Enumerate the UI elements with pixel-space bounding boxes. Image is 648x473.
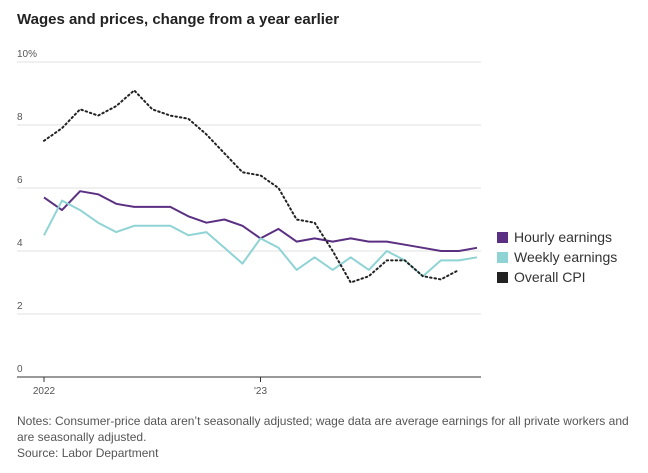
series-line-overall-cpi bbox=[43, 89, 460, 284]
x-tick-label-0: 2022 bbox=[33, 386, 56, 397]
y-tick-label-2: 4 bbox=[17, 238, 23, 249]
legend-item-hourly: Hourly earnings bbox=[497, 227, 617, 247]
y-tick-label-5: 10% bbox=[17, 49, 37, 60]
y-tick-label-0: 0 bbox=[17, 364, 23, 375]
notes-text: Notes: Consumer-price data aren’t season… bbox=[17, 414, 629, 444]
legend-label-hourly: Hourly earnings bbox=[514, 229, 613, 245]
legend-item-cpi: Overall CPI bbox=[497, 267, 617, 287]
legend: Hourly earnings Weekly earnings Overall … bbox=[497, 227, 617, 287]
y-tick-label-3: 6 bbox=[17, 175, 23, 186]
chart-notes: Notes: Consumer-price data aren’t season… bbox=[17, 413, 637, 461]
legend-label-cpi: Overall CPI bbox=[514, 269, 586, 285]
legend-item-weekly: Weekly earnings bbox=[497, 247, 617, 267]
series-line-hourly-earnings bbox=[43, 190, 478, 252]
series-line-weekly-earnings bbox=[43, 199, 478, 278]
legend-label-weekly: Weekly earnings bbox=[514, 249, 618, 265]
legend-swatch-weekly bbox=[497, 251, 508, 263]
x-tick-label-1: '23 bbox=[254, 386, 267, 397]
source-text: Source: Labor Department bbox=[17, 446, 159, 460]
y-tick-label-4: 8 bbox=[17, 112, 23, 123]
legend-swatch-cpi bbox=[497, 271, 508, 283]
chart-title: Wages and prices, change from a year ear… bbox=[17, 11, 340, 28]
legend-swatch-hourly bbox=[497, 231, 508, 243]
y-tick-label-1: 2 bbox=[17, 301, 23, 312]
